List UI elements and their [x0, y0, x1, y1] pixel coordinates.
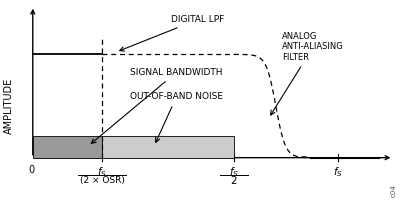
Bar [102, 136, 233, 158]
Bar [33, 136, 102, 158]
Text: 2: 2 [230, 176, 236, 186]
Text: $f_S$: $f_S$ [97, 165, 107, 179]
Text: c04: c04 [389, 184, 396, 197]
Text: $f_S$: $f_S$ [332, 165, 342, 179]
Text: OUT-OF-BAND NOISE: OUT-OF-BAND NOISE [130, 92, 222, 142]
Text: 0: 0 [28, 165, 34, 175]
Text: ANALOG
ANTI-ALIASING
FILTER: ANALOG ANTI-ALIASING FILTER [270, 32, 343, 115]
Text: (2 × OSR): (2 × OSR) [79, 176, 124, 185]
Text: SIGNAL BANDWIDTH: SIGNAL BANDWIDTH [91, 68, 222, 143]
Text: AMPLITUDE: AMPLITUDE [4, 78, 13, 134]
Text: DIGITAL LPF: DIGITAL LPF [119, 15, 224, 51]
Text: $f_S$: $f_S$ [228, 165, 238, 179]
